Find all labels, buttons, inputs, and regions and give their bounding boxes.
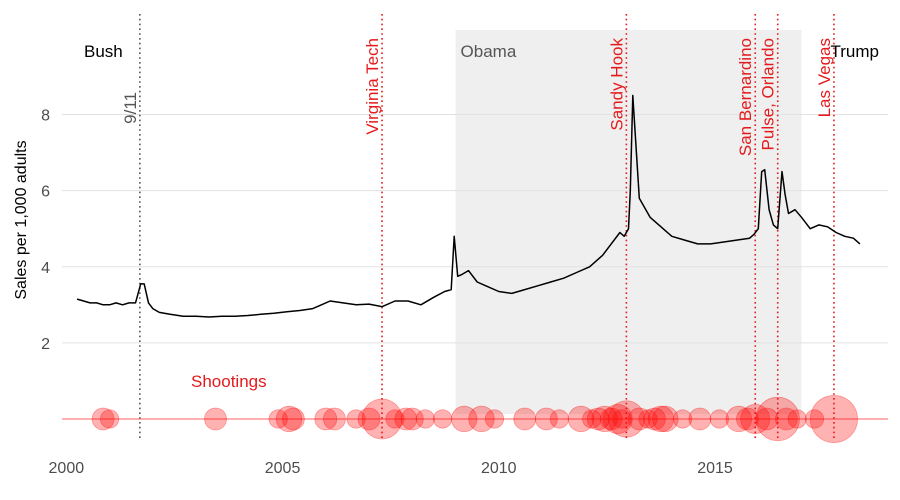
shooting-point — [567, 405, 595, 433]
x-tick-label-2010: 2010 — [481, 460, 517, 477]
shooting-point — [755, 396, 800, 442]
shooting-point — [612, 409, 632, 429]
y-tick-label-4: 4 — [41, 260, 50, 277]
y-tick-label-6: 6 — [41, 184, 50, 201]
shooting-point — [599, 407, 623, 431]
shooting-point — [513, 407, 537, 431]
shooting-point — [361, 398, 403, 440]
event-label-sandy-hook: Sandy Hook — [607, 38, 626, 131]
x-tick-label-2005: 2005 — [265, 460, 301, 477]
y-tick-label-2: 2 — [41, 336, 50, 353]
president-label-obama: Obama — [461, 42, 517, 61]
event-label-9-11: 9/11 — [121, 92, 140, 124]
shooting-point — [638, 409, 658, 429]
event-label-virginia-tech: Virginia Tech — [363, 38, 382, 135]
grid-layer — [62, 114, 888, 344]
shooting-point — [755, 407, 779, 431]
event-label-san-bernardino: San Bernardino — [736, 38, 755, 156]
shooting-point — [432, 409, 453, 429]
shooting-point — [809, 394, 858, 443]
x-tick-label-2015: 2015 — [697, 460, 733, 477]
shooting-point — [774, 407, 798, 431]
shooting-point — [534, 407, 558, 431]
x-tick-label-2000: 2000 — [49, 460, 85, 477]
event-label-las-vegas: Las Vegas — [815, 38, 834, 117]
event-labels-layer: 9/11 Virginia Tech Sandy Hook San Bernardin… — [121, 38, 834, 157]
shooting-point — [607, 400, 645, 438]
shooting-point — [591, 405, 618, 433]
shooting-point — [323, 407, 346, 431]
shooting-point — [99, 409, 120, 429]
shooting-point — [582, 409, 602, 429]
shooting-point — [268, 409, 288, 429]
shootings-layer — [91, 394, 858, 443]
y-axis-label: Sales per 1,000 adults — [13, 140, 30, 299]
shooting-point — [787, 409, 807, 429]
shooting-point — [314, 407, 338, 431]
y-tick-label-8: 8 — [41, 108, 50, 125]
shooting-point — [672, 409, 693, 429]
shooting-point — [736, 407, 759, 431]
shooting-point — [346, 409, 366, 429]
president-label-bush: Bush — [84, 42, 123, 61]
shooting-point — [586, 407, 610, 431]
shooting-point — [204, 407, 227, 431]
shooting-point — [647, 405, 675, 433]
shooting-point — [709, 409, 729, 429]
shootings-label: Shootings — [191, 372, 267, 391]
sales-series-line-0 — [76, 94, 861, 318]
shooting-point — [643, 407, 666, 431]
shooting-point — [385, 409, 405, 429]
shooting-point — [740, 403, 771, 434]
shooting-point — [627, 407, 651, 431]
shooting-point — [450, 405, 478, 433]
shooting-point — [549, 409, 569, 429]
shooting-point — [468, 405, 495, 433]
shooting-point — [275, 405, 303, 433]
axis-layer: 2000 2005 2010 2015 2 4 6 8 — [41, 108, 733, 477]
shooting-point — [652, 405, 679, 433]
series-layer — [76, 94, 861, 318]
shooting-point — [91, 407, 115, 431]
shooting-point — [725, 405, 753, 433]
shooting-point — [357, 407, 381, 431]
president-label-trump: Trump — [831, 42, 880, 61]
shooting-point — [602, 403, 633, 434]
shooting-point — [281, 407, 305, 431]
shooting-point — [484, 409, 505, 429]
event-label-pulse-orlando: Pulse, Orlando — [759, 38, 778, 150]
shooting-point — [804, 409, 825, 429]
shooting-point — [400, 407, 424, 431]
shooting-point — [688, 407, 712, 431]
shooting-point — [394, 407, 418, 431]
shooting-point — [415, 409, 435, 429]
president-labels-layer: Bush Obama Trump — [84, 42, 879, 61]
